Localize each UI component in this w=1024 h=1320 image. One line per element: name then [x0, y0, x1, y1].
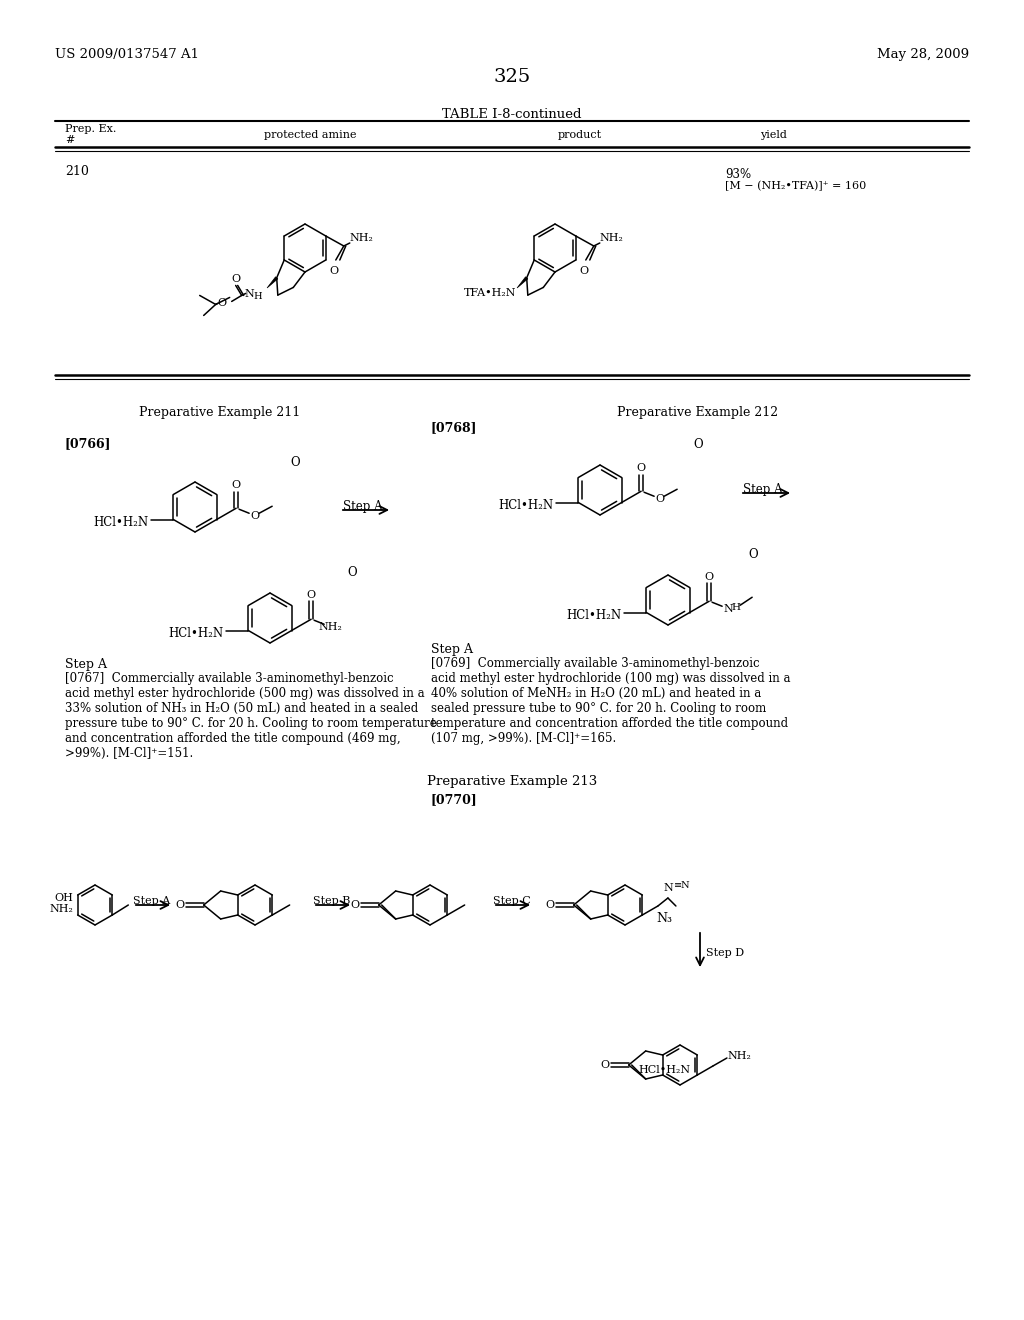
Text: Step A: Step A — [431, 643, 473, 656]
Text: H: H — [731, 603, 740, 611]
Polygon shape — [517, 277, 527, 288]
Text: H: H — [253, 292, 262, 301]
Text: May 28, 2009: May 28, 2009 — [877, 48, 969, 61]
Text: O: O — [330, 267, 338, 276]
Text: O: O — [350, 900, 359, 909]
Text: O: O — [231, 480, 241, 490]
Text: O: O — [749, 548, 758, 561]
Text: O: O — [693, 437, 702, 450]
Text: US 2009/0137547 A1: US 2009/0137547 A1 — [55, 48, 199, 61]
Text: N: N — [245, 289, 255, 300]
Text: product: product — [558, 129, 602, 140]
Text: Prep. Ex.: Prep. Ex. — [65, 124, 117, 135]
Text: TFA•H₂N: TFA•H₂N — [464, 289, 516, 298]
Text: [M − (NH₂•TFA)]⁺ = 160: [M − (NH₂•TFA)]⁺ = 160 — [725, 181, 866, 191]
Text: [0768]: [0768] — [431, 421, 477, 434]
Text: O: O — [637, 463, 646, 474]
Text: HCl•H₂N: HCl•H₂N — [93, 516, 148, 529]
Text: Preparative Example 213: Preparative Example 213 — [427, 775, 597, 788]
Text: O: O — [175, 900, 184, 909]
Text: TABLE I-8-continued: TABLE I-8-continued — [442, 108, 582, 121]
Text: 325: 325 — [494, 69, 530, 86]
Text: O: O — [580, 267, 589, 276]
Polygon shape — [267, 277, 278, 288]
Text: O: O — [306, 590, 315, 601]
Text: [0770]: [0770] — [431, 793, 478, 807]
Text: Step A: Step A — [343, 500, 383, 513]
Text: Step A: Step A — [65, 657, 106, 671]
Text: O: O — [251, 511, 260, 521]
Text: Step D: Step D — [706, 948, 744, 958]
Text: NH₂: NH₂ — [728, 1051, 752, 1061]
Text: N₃: N₃ — [656, 912, 672, 924]
Text: Step B: Step B — [313, 896, 350, 906]
Text: HCl•H₂N: HCl•H₂N — [566, 609, 621, 622]
Text: Step A: Step A — [743, 483, 782, 496]
Text: N: N — [723, 605, 733, 614]
Text: [0769]  Commercially available 3-aminomethyl-benzoic
acid methyl ester hydrochlo: [0769] Commercially available 3-aminomet… — [431, 657, 791, 744]
Text: NH₂: NH₂ — [50, 904, 74, 913]
Text: O: O — [705, 573, 714, 582]
Text: Preparative Example 211: Preparative Example 211 — [139, 407, 301, 418]
Text: O: O — [231, 275, 241, 284]
Text: [0767]  Commercially available 3-aminomethyl-benzoic
acid methyl ester hydrochlo: [0767] Commercially available 3-aminomet… — [65, 672, 437, 760]
Text: O: O — [655, 494, 665, 504]
Text: N: N — [663, 883, 673, 894]
Text: 210: 210 — [65, 165, 89, 178]
Text: protected amine: protected amine — [264, 129, 356, 140]
Text: NH₂: NH₂ — [350, 234, 374, 243]
Text: O: O — [290, 455, 300, 469]
Text: HCl•H₂N: HCl•H₂N — [168, 627, 223, 640]
Text: OH: OH — [55, 894, 74, 903]
Text: NH₂: NH₂ — [600, 234, 624, 243]
Text: O: O — [217, 298, 226, 309]
Text: #: # — [65, 135, 75, 145]
Text: Preparative Example 212: Preparative Example 212 — [617, 407, 778, 418]
Text: ≡N: ≡N — [674, 882, 690, 891]
Text: 93%: 93% — [725, 168, 752, 181]
Text: yield: yield — [760, 129, 786, 140]
Text: O: O — [600, 1060, 609, 1071]
Text: O: O — [545, 900, 554, 909]
Text: O: O — [347, 565, 356, 578]
Text: [0766]: [0766] — [65, 437, 112, 450]
Text: HCl•H₂N: HCl•H₂N — [498, 499, 553, 512]
Text: Step A: Step A — [133, 896, 170, 906]
Text: Step C: Step C — [493, 896, 530, 906]
Text: NH₂: NH₂ — [318, 622, 342, 632]
Text: HCl•H₂N: HCl•H₂N — [639, 1065, 691, 1074]
